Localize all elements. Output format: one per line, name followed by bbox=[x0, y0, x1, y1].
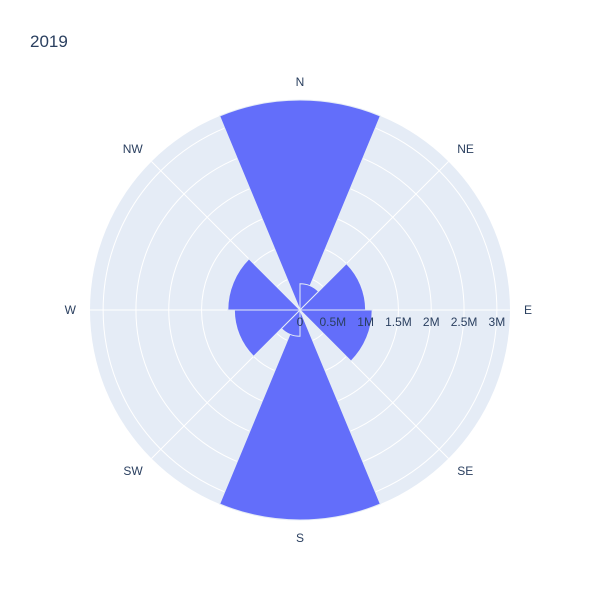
radial-tick-label-0: 0 bbox=[297, 315, 304, 329]
axis-labels: N NE E SE S SW W NW 0 0.5M 1M 1.5M 2M 2.5M 3M bbox=[65, 75, 532, 545]
radial-tick-label-1: 0.5M bbox=[319, 315, 346, 329]
direction-label-ne: NE bbox=[457, 142, 474, 156]
radial-tick-label-6: 3M bbox=[489, 315, 506, 329]
radial-tick-label-5: 2.5M bbox=[451, 315, 478, 329]
direction-label-sw: SW bbox=[123, 464, 143, 478]
bar-s[interactable] bbox=[218, 308, 382, 521]
bar-wnw[interactable] bbox=[227, 258, 302, 311]
radial-tick-label-2: 1M bbox=[357, 315, 374, 329]
bar-n[interactable] bbox=[218, 99, 382, 312]
direction-label-e: E bbox=[524, 303, 532, 317]
direction-label-s: S bbox=[296, 531, 304, 545]
direction-label-n: N bbox=[296, 75, 305, 89]
bar-series bbox=[218, 99, 382, 521]
direction-label-nw: NW bbox=[123, 142, 144, 156]
radial-tick-label-3: 1.5M bbox=[385, 315, 412, 329]
chart-title: 2019 bbox=[30, 32, 68, 51]
bar-ese[interactable] bbox=[298, 309, 373, 362]
direction-label-w: W bbox=[65, 303, 77, 317]
direction-label-se: SE bbox=[457, 464, 473, 478]
radial-tick-label-4: 2M bbox=[423, 315, 440, 329]
